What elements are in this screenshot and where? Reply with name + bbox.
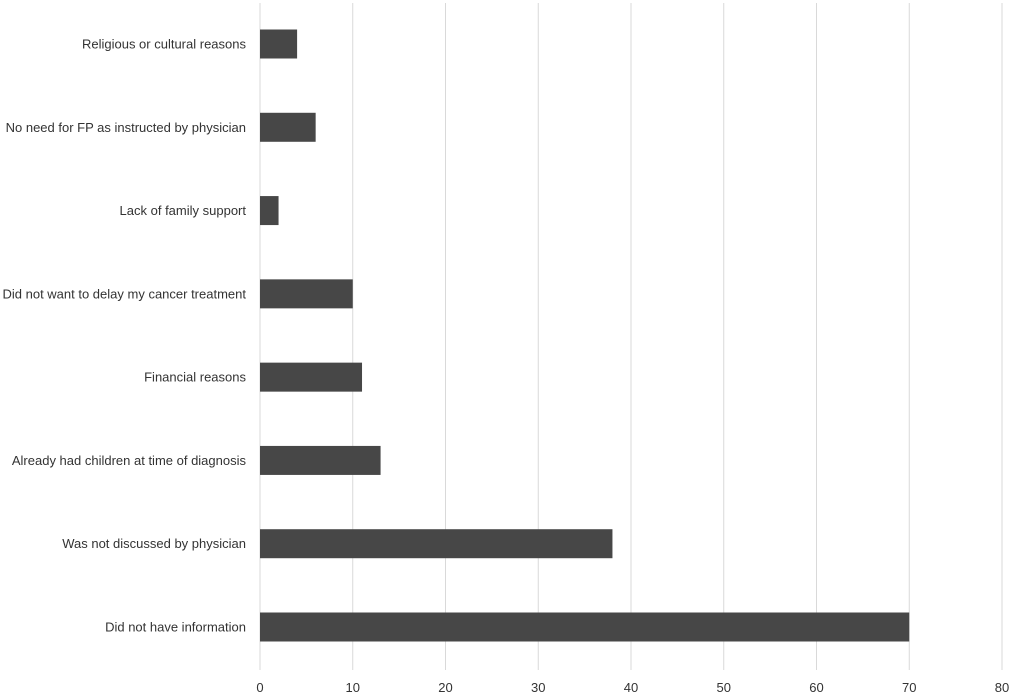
category-label: Religious or cultural reasons [82,37,247,52]
gridlines [259,3,1003,670]
category-label: Was not discussed by physician [62,536,246,551]
category-label: Financial reasons [144,370,246,385]
x-tick-label: 30 [531,680,545,695]
bar [260,362,363,392]
category-labels: Religious or cultural reasons No need for… [2,37,246,635]
category-label: Already had children at time of diagnosi… [12,453,247,468]
x-tick-label: 40 [624,680,638,695]
x-tick-label: 70 [902,680,916,695]
x-tick-label: 10 [346,680,360,695]
x-tick-label: 20 [438,680,452,695]
bars [260,29,910,642]
bar [260,196,279,226]
bar [260,529,613,559]
category-label: Did not have information [105,620,246,635]
x-tick-label: 50 [717,680,731,695]
category-label: No need for FP as instructed by physicia… [6,120,246,135]
category-label: Did not want to delay my cancer treatmen… [2,286,246,301]
bar [260,279,353,309]
x-tick-label: 60 [809,680,823,695]
bar [260,29,298,59]
x-tick-label: 80 [995,680,1009,695]
x-axis-tick-labels: 0 10 20 30 40 50 60 70 80 [256,680,1009,695]
x-tick-label: 0 [256,680,263,695]
bar [260,445,381,475]
bar [260,612,910,642]
bar [260,112,316,142]
category-label: Lack of family support [120,203,247,218]
